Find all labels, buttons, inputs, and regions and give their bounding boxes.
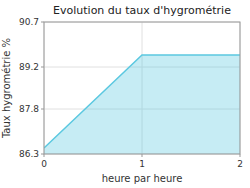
x-axis-label: heure par heure bbox=[102, 173, 183, 184]
y-axis-label: Taux hygrométrie % bbox=[1, 38, 12, 139]
x-tick-label: 2 bbox=[237, 159, 243, 169]
y-tick bbox=[41, 67, 44, 68]
plot-area bbox=[44, 55, 240, 154]
area-fill bbox=[44, 55, 240, 154]
plot-frame bbox=[44, 22, 240, 154]
grid bbox=[44, 22, 240, 154]
chart-svg: 86.3 87.8 89.2 90.7 0 1 2 Evolution du taux d'h… bbox=[0, 0, 250, 188]
x-tick-label: 0 bbox=[41, 159, 47, 169]
y-tick bbox=[41, 109, 44, 110]
line bbox=[44, 55, 240, 148]
y-tick-label: 86.3 bbox=[19, 149, 39, 159]
x-tick bbox=[240, 154, 241, 157]
x-tick bbox=[142, 154, 143, 157]
x-tick-label: 1 bbox=[139, 159, 145, 169]
y-tick-label: 87.8 bbox=[19, 104, 39, 114]
chart-container: 86.3 87.8 89.2 90.7 0 1 2 Evolution du taux d'h… bbox=[0, 0, 250, 188]
x-tick bbox=[44, 154, 45, 157]
y-tick-label: 90.7 bbox=[19, 17, 39, 27]
axes: 86.3 87.8 89.2 90.7 0 1 2 bbox=[19, 17, 243, 169]
y-tick-label: 89.2 bbox=[19, 62, 39, 72]
y-tick bbox=[41, 22, 44, 23]
chart-title: Evolution du taux d'hygrométrie bbox=[53, 4, 231, 17]
